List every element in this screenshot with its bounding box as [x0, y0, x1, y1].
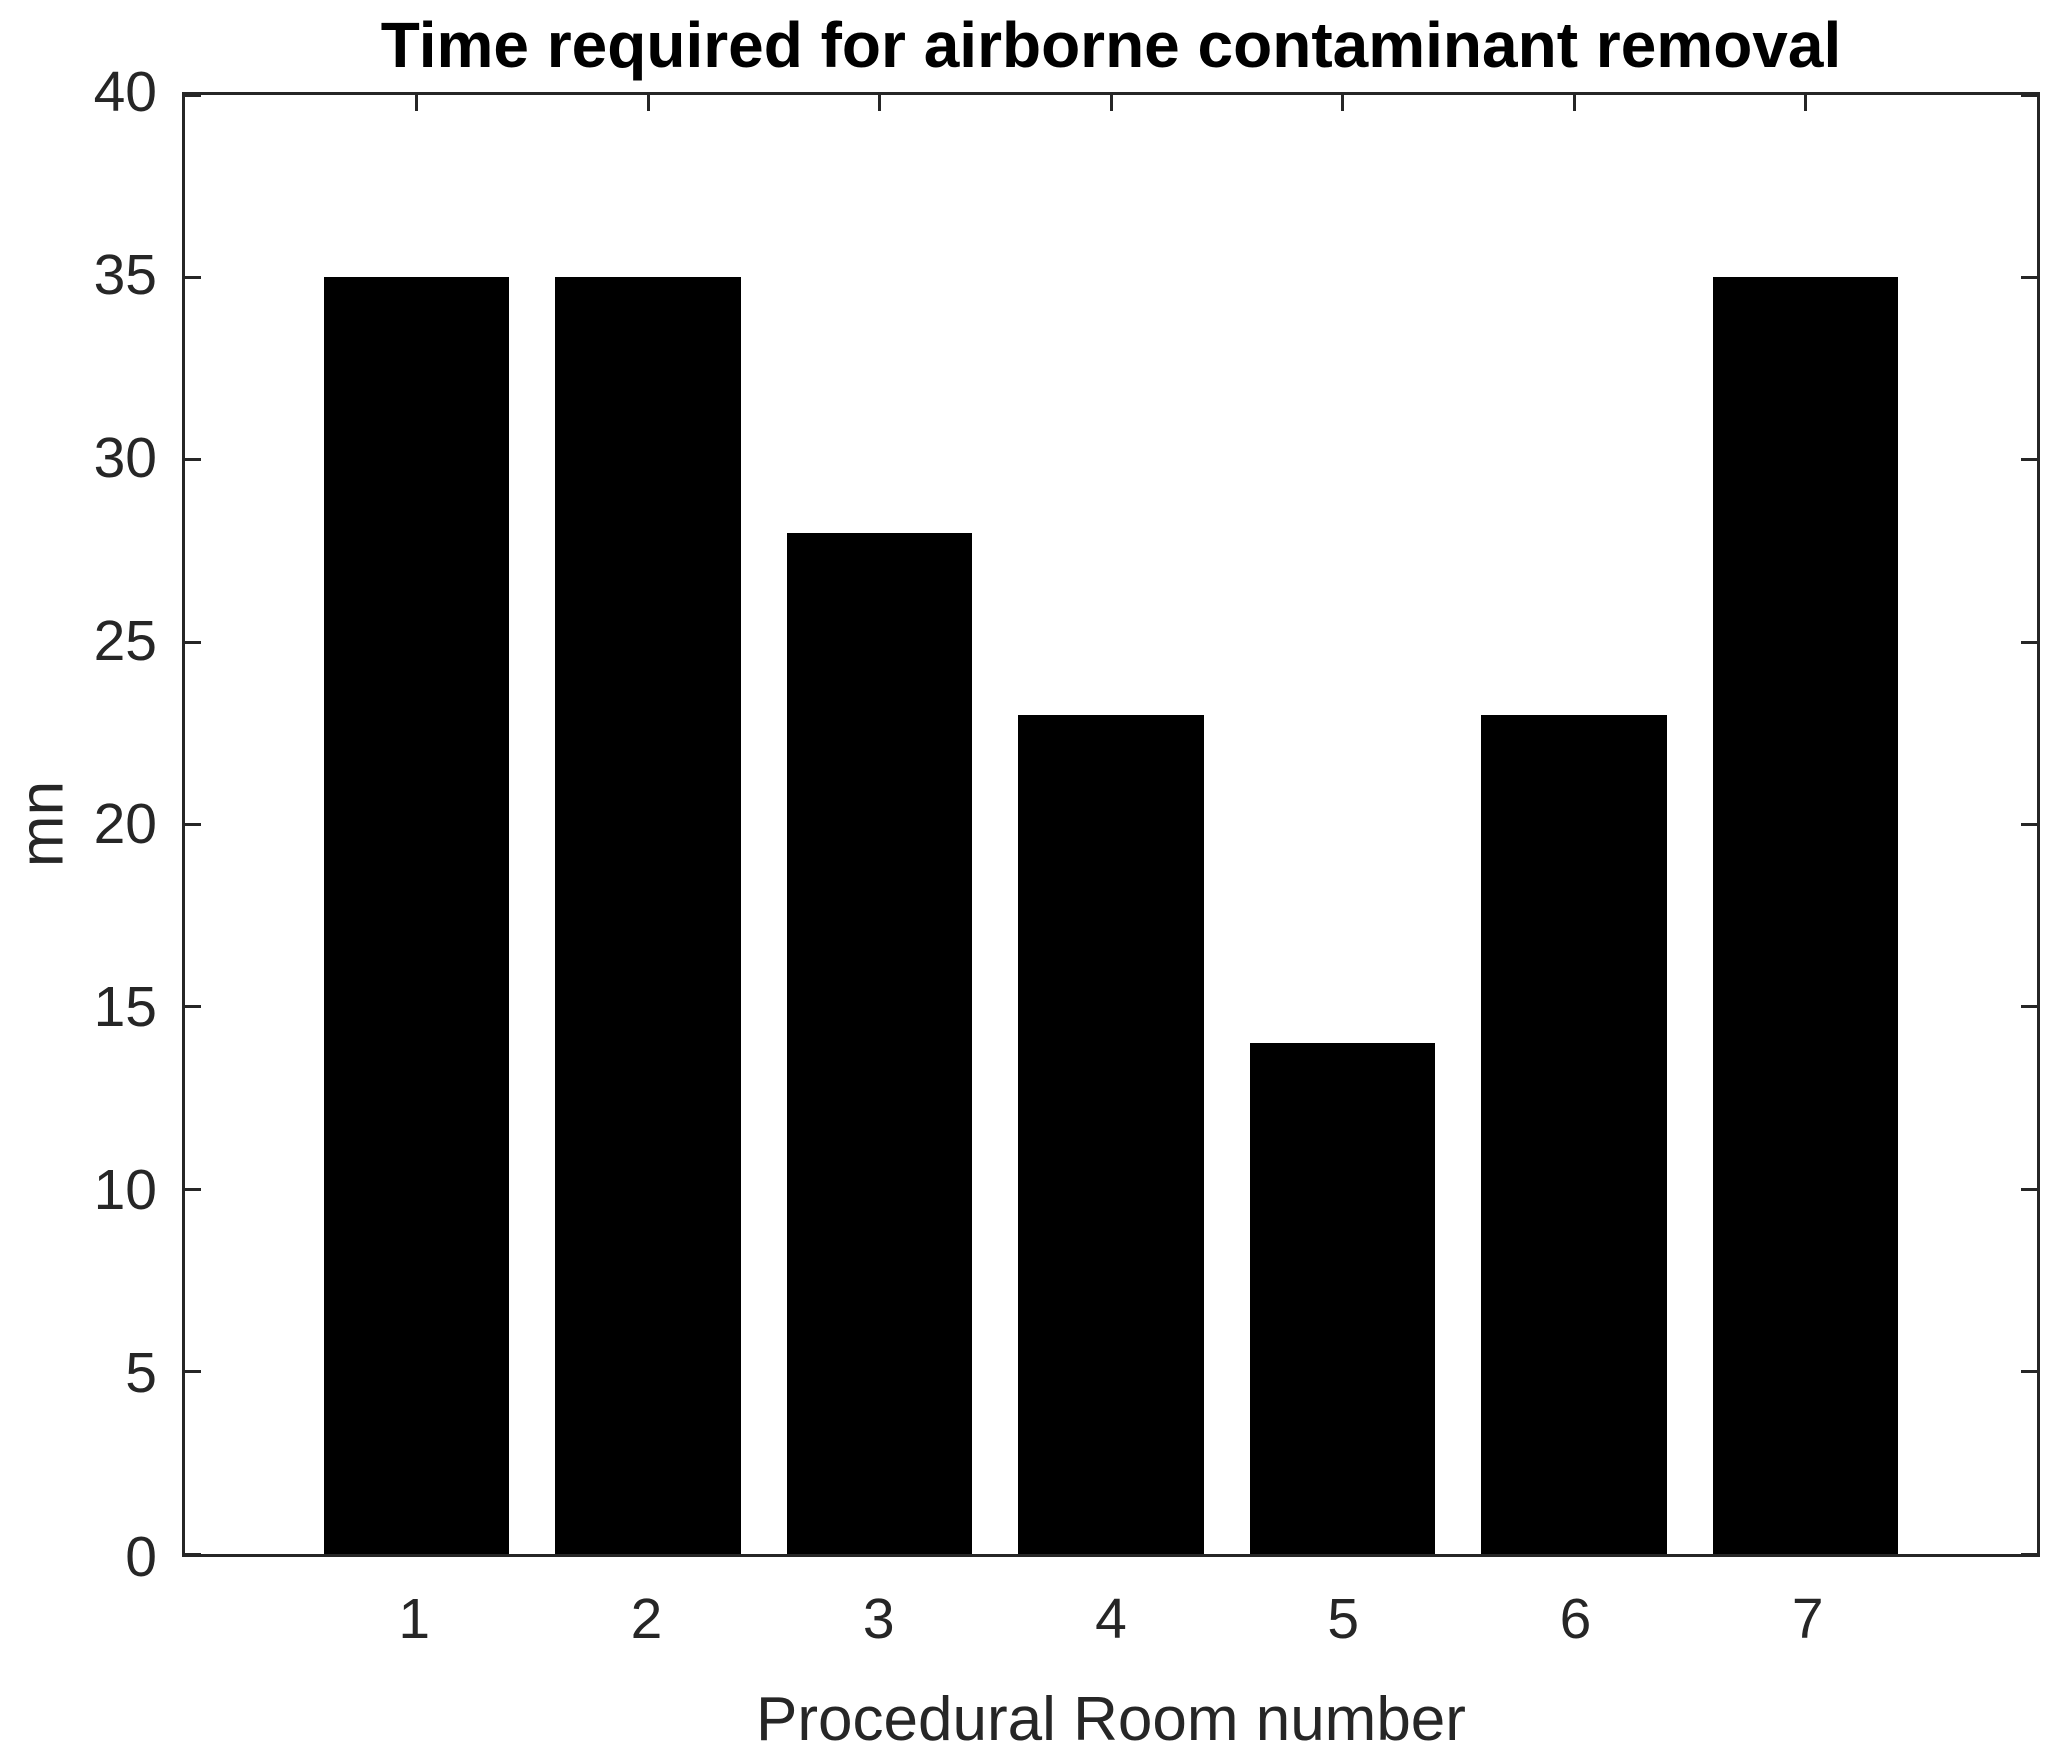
- x-axis-tick-top: [646, 95, 650, 111]
- y-axis-tick-right: [2021, 93, 2037, 97]
- x-axis-tick-top: [1109, 95, 1113, 111]
- x-axis-tick-top: [1572, 95, 1576, 111]
- x-axis-tick-top: [1804, 95, 1807, 111]
- y-tick-label: 35: [93, 242, 157, 307]
- y-tick-label: 0: [125, 1524, 157, 1589]
- x-axis-tick-top: [1341, 95, 1344, 111]
- y-axis-tick-left: [185, 458, 201, 462]
- chart-title: Time required for airborne contaminant r…: [380, 9, 1842, 81]
- y-tick-label: 40: [93, 59, 157, 124]
- bar-room-7: [1712, 277, 1899, 1554]
- y-axis-tick-left: [185, 640, 201, 644]
- y-axis-tick-right: [2021, 823, 2037, 826]
- y-axis-tick-right: [2021, 1370, 2037, 1374]
- y-axis-tick-right: [2021, 1552, 2037, 1556]
- x-tick-label: 2: [630, 1587, 663, 1651]
- y-axis-tick-left: [185, 1005, 201, 1009]
- bar-room-3: [786, 532, 973, 1554]
- x-tick-label: 1: [398, 1587, 431, 1651]
- y-axis-tick-left: [185, 93, 201, 97]
- y-axis-tick-left: [185, 823, 201, 826]
- y-axis-tick-left: [185, 1552, 201, 1556]
- y-tick-label: 30: [93, 425, 157, 490]
- plot-area: [182, 92, 2040, 1557]
- y-tick-label: 10: [93, 1158, 157, 1223]
- bar-room-6: [1481, 715, 1667, 1554]
- bar-room-4: [1018, 715, 1204, 1554]
- y-axis-tick-left: [185, 1370, 201, 1374]
- y-axis-tick-left: [185, 1187, 201, 1191]
- x-tick-label: 6: [1559, 1587, 1592, 1651]
- x-axis-tick-top: [878, 95, 881, 111]
- x-axis-tick-top: [415, 95, 418, 111]
- y-tick-label: 5: [125, 1341, 157, 1406]
- y-axis-tick-left: [185, 275, 201, 279]
- x-axis-label: Procedural Room number: [756, 1685, 1466, 1748]
- y-tick-label: 20: [93, 792, 157, 856]
- y-axis-tick-right: [2021, 458, 2037, 462]
- x-tick-label: 4: [1095, 1587, 1127, 1651]
- y-axis-tick-right: [2021, 640, 2037, 644]
- y-tick-label: 25: [93, 608, 157, 673]
- y-axis-tick-right: [2021, 1005, 2037, 1009]
- bar-room-1: [323, 277, 510, 1554]
- x-tick-label: 7: [1791, 1587, 1824, 1651]
- y-axis-tick-right: [2021, 275, 2037, 279]
- bar-room-2: [555, 277, 741, 1554]
- x-tick-label: 5: [1327, 1587, 1360, 1651]
- x-tick-label: 3: [862, 1587, 895, 1651]
- y-tick-label: 15: [93, 975, 157, 1040]
- bar-room-5: [1249, 1043, 1436, 1554]
- y-axis-tick-right: [2021, 1187, 2037, 1191]
